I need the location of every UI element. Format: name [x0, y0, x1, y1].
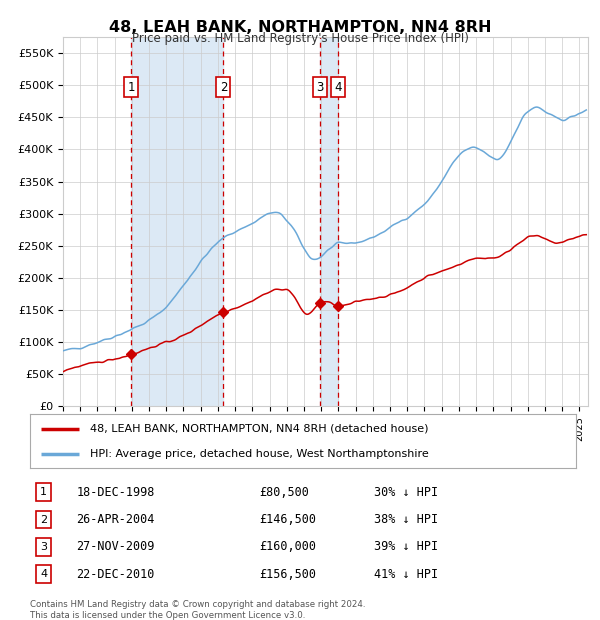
Bar: [320, 37, 338, 406]
Text: 3: 3: [40, 542, 47, 552]
Text: 48, LEAH BANK, NORTHAMPTON, NN4 8RH (detached house): 48, LEAH BANK, NORTHAMPTON, NN4 8RH (det…: [90, 424, 428, 434]
Text: 18-DEC-1998: 18-DEC-1998: [76, 485, 155, 498]
Text: Price paid vs. HM Land Registry's House Price Index (HPI): Price paid vs. HM Land Registry's House …: [131, 32, 469, 45]
Text: 26-APR-2004: 26-APR-2004: [76, 513, 155, 526]
Text: 1: 1: [127, 81, 135, 94]
Text: £80,500: £80,500: [259, 485, 309, 498]
Text: 38% ↓ HPI: 38% ↓ HPI: [374, 513, 438, 526]
Text: 1: 1: [40, 487, 47, 497]
Text: 30% ↓ HPI: 30% ↓ HPI: [374, 485, 438, 498]
Text: 41% ↓ HPI: 41% ↓ HPI: [374, 568, 438, 581]
Text: 4: 4: [334, 81, 341, 94]
Text: 2: 2: [220, 81, 227, 94]
Text: £156,500: £156,500: [259, 568, 316, 581]
Text: 22-DEC-2010: 22-DEC-2010: [76, 568, 155, 581]
Text: 4: 4: [40, 569, 47, 579]
Text: 39% ↓ HPI: 39% ↓ HPI: [374, 541, 438, 554]
Text: 2: 2: [40, 515, 47, 525]
Text: £146,500: £146,500: [259, 513, 316, 526]
Text: 48, LEAH BANK, NORTHAMPTON, NN4 8RH: 48, LEAH BANK, NORTHAMPTON, NN4 8RH: [109, 20, 491, 35]
Text: Contains HM Land Registry data © Crown copyright and database right 2024.
This d: Contains HM Land Registry data © Crown c…: [30, 600, 365, 619]
Text: 27-NOV-2009: 27-NOV-2009: [76, 541, 155, 554]
Text: £160,000: £160,000: [259, 541, 316, 554]
Text: HPI: Average price, detached house, West Northamptonshire: HPI: Average price, detached house, West…: [90, 450, 429, 459]
Text: 3: 3: [316, 81, 323, 94]
Bar: [131, 37, 223, 406]
